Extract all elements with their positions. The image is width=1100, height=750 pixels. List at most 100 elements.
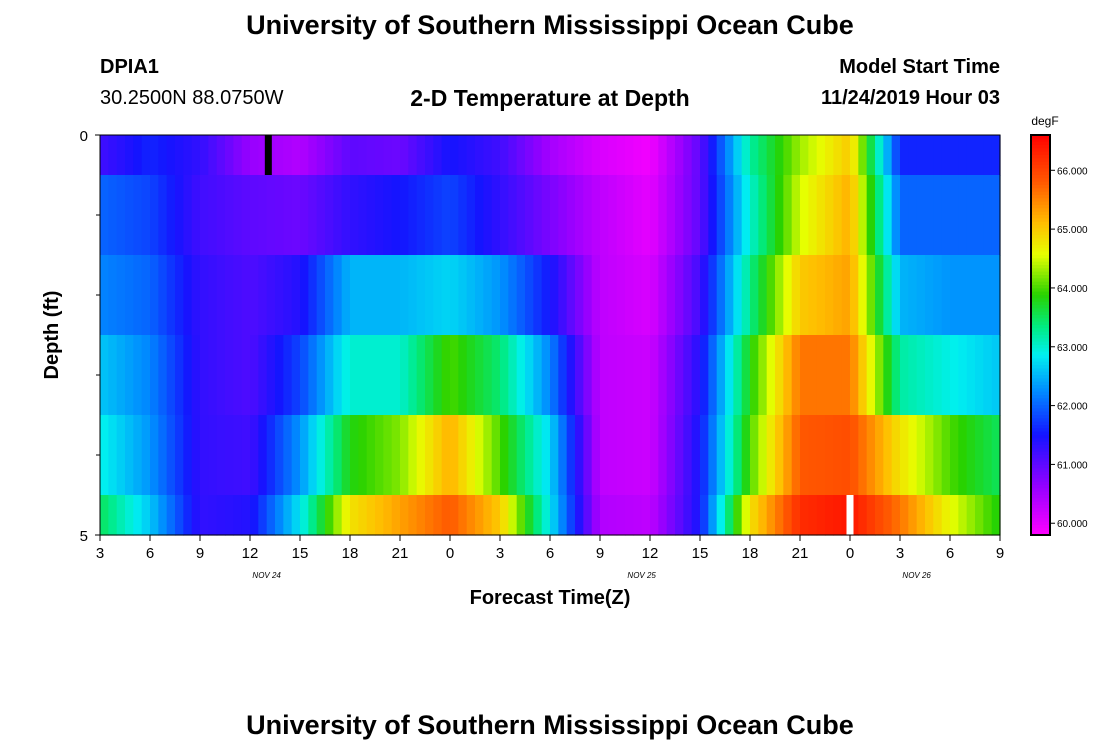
colorbar-segment (1031, 225, 1050, 229)
colorbar-segment (1031, 265, 1050, 269)
colorbar-segment (1031, 438, 1050, 443)
heatmap-cell (658, 495, 668, 536)
heatmap-cell (375, 135, 384, 176)
heatmap-cell (383, 255, 393, 336)
heatmap-cell (475, 255, 484, 336)
heatmap-cell (958, 135, 968, 176)
heatmap-cell (333, 175, 343, 256)
heatmap-cell (308, 175, 318, 256)
heatmap-cell (400, 335, 409, 416)
heatmap-cell (658, 135, 668, 176)
heatmap-cell (633, 415, 643, 496)
station-id: DPIA1 (100, 56, 159, 78)
heatmap-cell (950, 335, 959, 416)
heatmap-cell (475, 335, 484, 416)
heatmap-cell (600, 335, 609, 416)
colorbar-frame (1030, 134, 1051, 536)
heatmap-cell (283, 255, 293, 336)
heatmap-cell (866, 255, 876, 336)
heatmap-cell (275, 495, 284, 536)
heatmap-cell (791, 495, 801, 536)
heatmap-cell (283, 135, 293, 176)
heatmap-cell (583, 255, 593, 336)
heatmap-cell (858, 135, 868, 176)
heatmap-cell (975, 175, 984, 256)
heatmap-cell (441, 335, 451, 416)
colorbar-segment (1031, 281, 1050, 286)
heatmap-cell (166, 495, 176, 536)
x-tick-label: 9 (596, 545, 604, 562)
heatmap-cell (983, 335, 993, 416)
heatmap-cell (550, 335, 559, 416)
heatmap-cell (316, 495, 326, 536)
heatmap-cell (416, 495, 426, 536)
heatmap-cell (800, 255, 809, 336)
heatmap-cell (133, 175, 143, 256)
heatmap-cell (641, 255, 651, 336)
colorbar-segment (1031, 398, 1050, 403)
heatmap-cell (558, 495, 568, 536)
colorbar-tick-label: 60.000 (1057, 519, 1088, 530)
heatmap-cell (825, 175, 834, 256)
heatmap-cell (300, 255, 309, 336)
heatmap-cell (750, 495, 759, 536)
heatmap-cell (108, 135, 118, 176)
heatmap-cell (341, 175, 351, 256)
heatmap-cell (591, 175, 601, 256)
heatmap-cell (516, 135, 526, 176)
date-label: NOV 24 (252, 571, 281, 580)
heatmap-cell (216, 135, 226, 176)
heatmap-cell (558, 135, 568, 176)
heatmap-cell (250, 335, 259, 416)
heatmap-cell (816, 495, 826, 536)
colorbar-segment (1031, 441, 1050, 446)
heatmap-cell (900, 255, 909, 336)
heatmap-cell (591, 415, 601, 496)
heatmap-cell (816, 135, 826, 176)
heatmap-cell (141, 175, 151, 256)
colorbar-segment (1031, 498, 1050, 503)
heatmap-cell (683, 495, 693, 536)
heatmap-cell (258, 415, 268, 496)
heatmap-cell (158, 335, 168, 416)
heatmap-cell (741, 335, 751, 416)
heatmap-cell (466, 415, 476, 496)
colorbar-segment (1031, 528, 1050, 533)
colorbar-segment (1031, 201, 1050, 206)
heatmap-cell (841, 255, 851, 336)
heatmap-cell (341, 255, 351, 336)
heatmap-cell (241, 495, 251, 536)
heatmap-cell (566, 175, 576, 256)
heatmap-cell (200, 495, 209, 536)
heatmap-cell (233, 255, 243, 336)
heatmap-cell (166, 335, 176, 416)
heatmap-cell (133, 255, 143, 336)
heatmap-cell (625, 175, 634, 256)
model-start-label: Model Start Time (839, 56, 1000, 78)
heatmap-cell (766, 495, 776, 536)
heatmap-cell (883, 255, 893, 336)
heatmap-cell (916, 255, 926, 336)
heatmap-cell (941, 135, 951, 176)
colorbar-segment (1031, 315, 1050, 319)
heatmap-cell (458, 335, 468, 416)
heatmap-cell (800, 175, 809, 256)
colorbar-segment (1031, 505, 1050, 509)
heatmap-cell (158, 135, 168, 176)
heatmap-cell (183, 415, 193, 496)
colorbar-segment (1031, 181, 1050, 186)
heatmap-cell (833, 495, 843, 536)
heatmap-cell (275, 135, 284, 176)
heatmap-cell (891, 255, 901, 336)
heatmap-cell (500, 255, 509, 336)
heatmap-cell (575, 135, 584, 176)
heatmap-cell (408, 135, 418, 176)
heatmap-cell (591, 495, 601, 536)
heatmap-cell (716, 255, 726, 336)
heatmap-cell (258, 335, 268, 416)
colorbar-segment (1031, 455, 1050, 459)
heatmap-cell (758, 495, 768, 536)
heatmap-cell (566, 495, 576, 536)
heatmap-cell (558, 415, 568, 496)
heatmap-cell (758, 135, 768, 176)
